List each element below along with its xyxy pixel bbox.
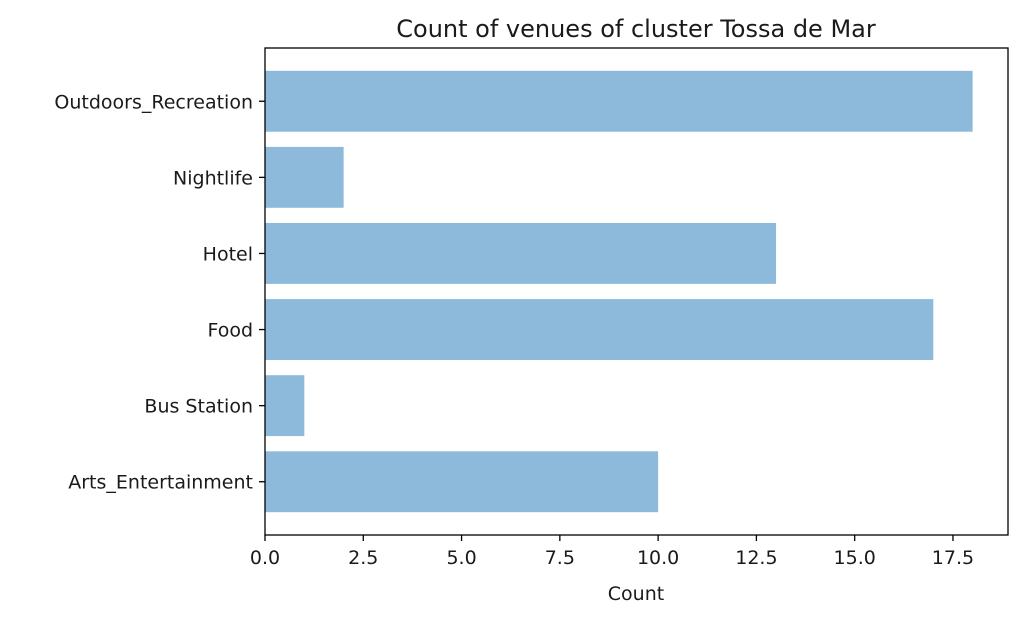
y-tick-label: Arts_Entertainment: [68, 472, 253, 494]
bar-arts-entertainment: [265, 451, 659, 513]
chart-title: Count of venues of cluster Tossa de Mar: [396, 15, 876, 43]
x-axis-label: Count: [608, 583, 664, 605]
y-tick-label: Nightlife: [173, 167, 253, 189]
x-tick-label: 0.0: [250, 547, 280, 569]
x-tick-label: 12.5: [735, 547, 777, 569]
x-tick-label: 10.0: [637, 547, 679, 569]
y-tick-label: Outdoors_Recreation: [54, 91, 253, 113]
bar-outdoors-recreation: [265, 70, 973, 132]
bar-nightlife: [265, 146, 344, 208]
bar-bus-station: [265, 375, 305, 437]
x-tick-label: 15.0: [834, 547, 876, 569]
bar-food: [265, 299, 934, 360]
y-axis-ticks: Arts_Entertainment Bus Station Food Hotel Ni…: [54, 91, 265, 494]
bars-group: [265, 70, 973, 513]
x-tick-label: 5.0: [446, 547, 476, 569]
plot-frame: [264, 47, 1009, 536]
x-tick-label: 17.5: [932, 547, 974, 569]
y-tick-label: Bus Station: [144, 396, 253, 418]
y-tick-label: Food: [207, 320, 253, 342]
x-tick-label: 2.5: [348, 547, 378, 569]
x-axis-ticks: 0.0 2.5 5.0 7.5 10.0 12.5 15.0 17.5: [250, 535, 974, 569]
y-tick-label: Hotel: [203, 243, 253, 265]
x-tick-label: 7.5: [545, 547, 575, 569]
bar-hotel: [265, 223, 777, 284]
